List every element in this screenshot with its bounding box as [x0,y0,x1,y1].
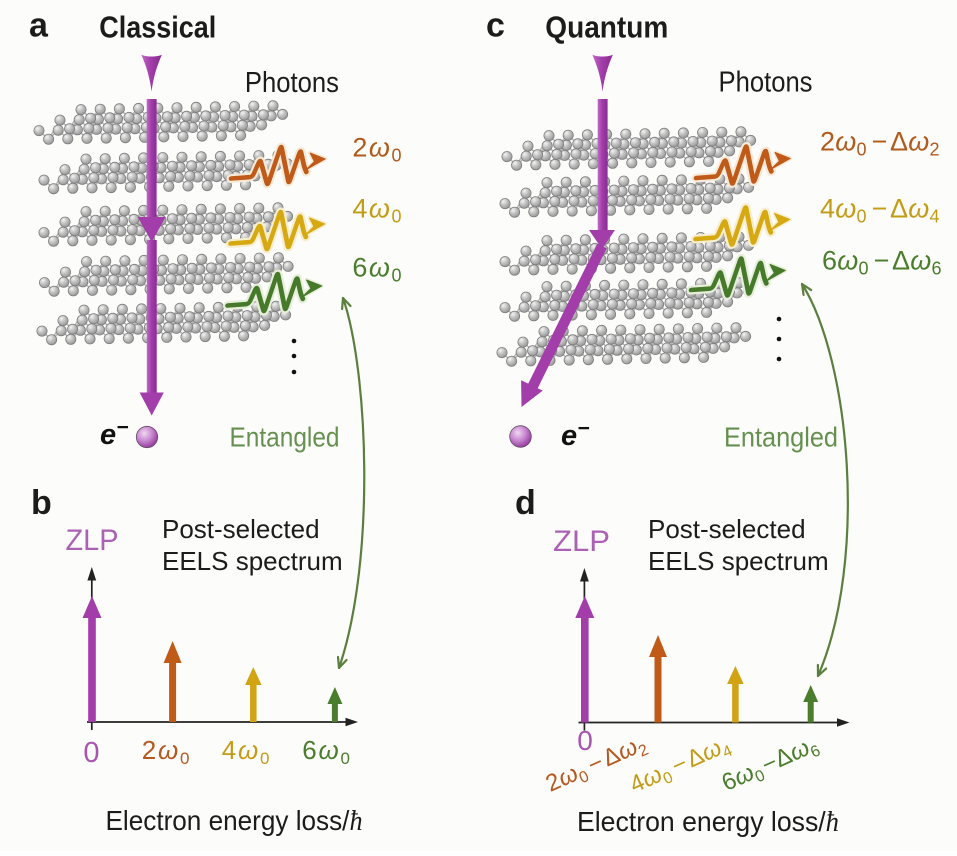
svg-text:d: d [515,484,536,522]
svg-text:0: 0 [83,737,99,769]
svg-text:Post-selected: Post-selected [162,514,320,544]
svg-text:0: 0 [577,725,593,756]
svg-text:6ω0: 6ω0 [302,735,356,768]
svg-text:4ω0: 4ω0 [352,194,406,227]
svg-text:a: a [29,7,49,45]
svg-text:ZLP: ZLP [553,525,610,558]
svg-text:b: b [31,484,52,522]
svg-text:6ω0 − Δω6: 6ω0 − Δω6 [822,246,944,279]
svg-text:Entangled: Entangled [230,422,340,453]
svg-text:4ω0: 4ω0 [222,735,276,768]
svg-text:2ω0 − Δω2: 2ω0 − Δω2 [820,127,942,160]
svg-text:Electron energy loss/ħ: Electron energy loss/ħ [577,806,839,838]
svg-text:2ω0: 2ω0 [142,735,196,768]
svg-text:EELS spectrum: EELS spectrum [162,546,343,576]
svg-text:Photons: Photons [245,67,339,99]
svg-text:Electron energy loss/ħ: Electron energy loss/ħ [106,805,363,837]
svg-text:EELS spectrum: EELS spectrum [648,546,829,576]
svg-text:Quantum: Quantum [545,9,668,44]
svg-text:ZLP: ZLP [66,524,119,557]
svg-text:c: c [486,7,505,45]
svg-text:Post-selected: Post-selected [648,514,806,544]
svg-text:Entangled: Entangled [724,422,838,453]
svg-text:2ω0: 2ω0 [352,133,406,166]
svg-text:4ω0 − Δω4: 4ω0 − Δω4 [820,194,942,227]
svg-text:Photons: Photons [719,66,813,98]
svg-text:Classical: Classical [99,9,216,44]
svg-text:6ω0: 6ω0 [352,253,406,286]
